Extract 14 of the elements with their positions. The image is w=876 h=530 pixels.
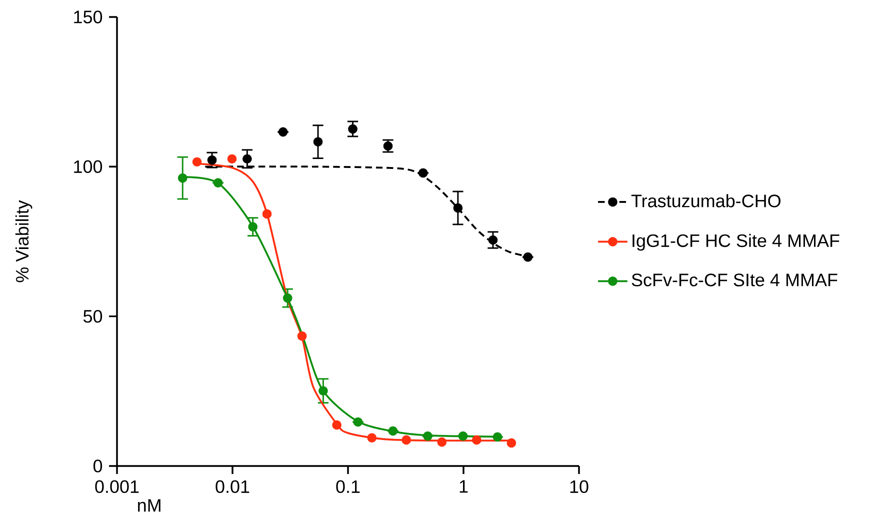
y-tick-label: 150 <box>74 10 102 24</box>
y-tick-label: 100 <box>74 160 102 174</box>
x-axis-title: nM <box>138 499 160 512</box>
legend-label: IgG1-CF HC Site 4 MMAF <box>632 234 840 251</box>
x-tick-label: 0.001 <box>95 480 139 493</box>
x-tick-label: 0.01 <box>216 480 250 493</box>
x-tick-label: 0.1 <box>336 480 360 493</box>
y-tick-label: 0 <box>93 460 102 472</box>
y-axis-title: % Viability <box>15 200 32 282</box>
legend-label: ScFv-Fc-CF SIte 4 MMAF <box>632 274 838 286</box>
legend-label: Trastuzumab-CHO <box>631 194 780 208</box>
x-tick-label: 10 <box>570 480 588 493</box>
y-tick-label: 50 <box>83 310 102 323</box>
x-tick-label: 1 <box>460 480 468 493</box>
